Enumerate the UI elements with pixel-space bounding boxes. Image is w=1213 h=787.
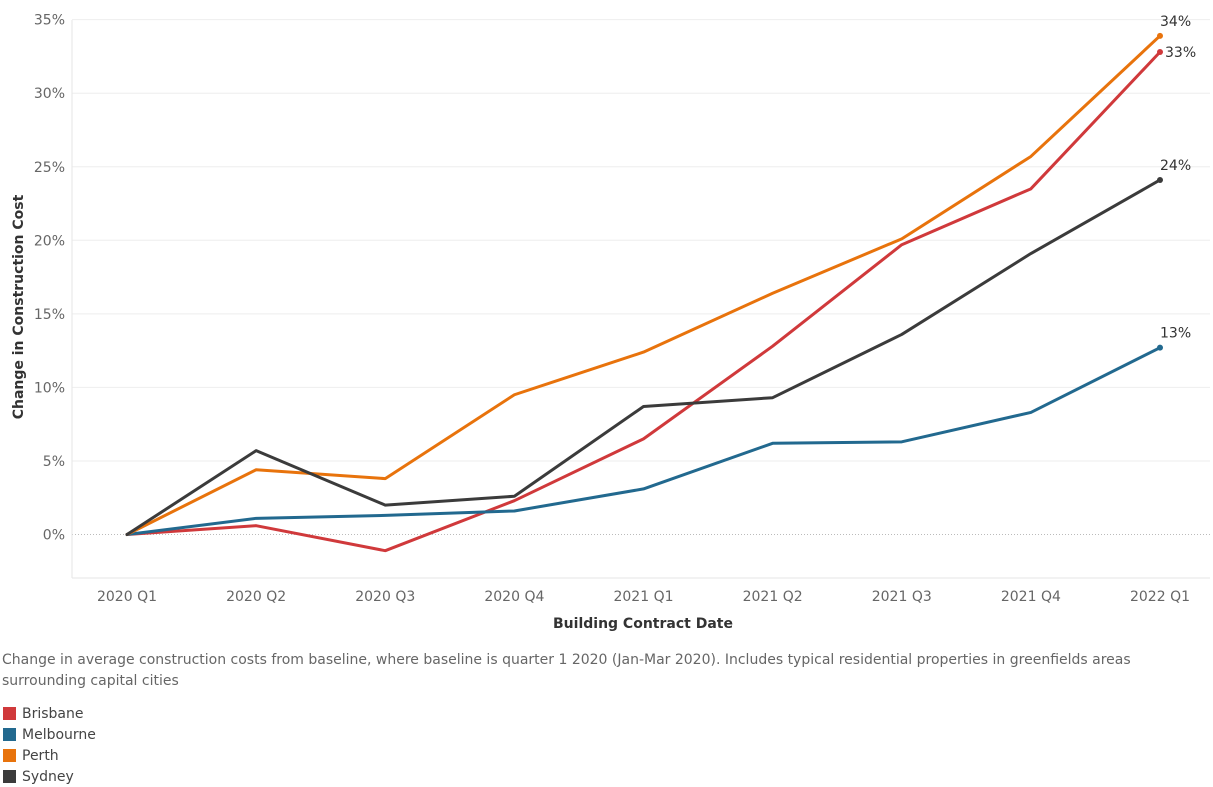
end-point-perth (1157, 32, 1163, 39)
legend-item-melbourne: Melbourne (3, 724, 96, 745)
x-tick-label: 2022 Q1 (1130, 589, 1190, 605)
legend-item-brisbane: Brisbane (3, 703, 96, 724)
end-point-melbourne (1157, 344, 1163, 351)
series-line-melbourne (125, 346, 1162, 536)
legend-swatch (3, 749, 16, 762)
x-tick-label: 2020 Q3 (355, 589, 415, 605)
chart-caption: Change in average construction costs fro… (2, 652, 1131, 689)
grid-lines (72, 19, 1210, 535)
y-axis-title: Change in Construction Cost (11, 194, 27, 419)
end-labels: 33% 13% 34% 24% (1160, 14, 1196, 342)
y-tick-label: 30% (34, 86, 65, 102)
end-label-melbourne: 13% (1160, 326, 1191, 342)
x-tick-label: 2020 Q1 (97, 589, 157, 605)
legend-label: Perth (22, 747, 59, 764)
y-tick-label: 20% (34, 233, 65, 249)
end-label-brisbane: 33% (1165, 45, 1196, 61)
y-tick-label: 15% (34, 307, 65, 323)
x-tick-label: 2020 Q4 (484, 589, 544, 605)
legend: Brisbane Melbourne Perth Sydney (3, 703, 96, 787)
x-axis-ticks: 2020 Q1 2020 Q2 2020 Q3 2020 Q4 2021 Q1 2021 … (97, 589, 1190, 605)
x-tick-label: 2020 Q2 (226, 589, 286, 605)
x-tick-label: 2021 Q2 (743, 589, 803, 605)
x-tick-label: 2021 Q1 (613, 589, 673, 605)
x-axis-title: Building Contract Date (553, 616, 733, 632)
y-tick-label: 0% (43, 528, 65, 544)
y-tick-label: 5% (43, 454, 65, 470)
y-tick-label: 35% (34, 13, 65, 29)
end-label-sydney: 24% (1160, 158, 1191, 174)
legend-label: Melbourne (22, 726, 96, 743)
legend-swatch (3, 728, 16, 741)
y-tick-label: 10% (34, 380, 65, 396)
y-axis-ticks: 0% 5% 10% 15% 20% 25% 30% 35% (34, 13, 65, 544)
series-line-perth (125, 34, 1162, 536)
legend-item-perth: Perth (3, 745, 96, 766)
series-lines (125, 32, 1163, 553)
end-label-perth: 34% (1160, 14, 1191, 30)
legend-item-sydney: Sydney (3, 766, 96, 787)
y-tick-label: 25% (34, 160, 65, 176)
x-tick-label: 2021 Q3 (872, 589, 932, 605)
series-line-sydney (125, 178, 1162, 536)
legend-label: Sydney (22, 768, 74, 785)
end-point-brisbane (1157, 49, 1163, 56)
legend-swatch (3, 707, 16, 720)
end-point-sydney (1157, 176, 1163, 183)
x-tick-label: 2021 Q4 (1001, 589, 1061, 605)
line-chart: 0%5%10%15%20%25%30%35% 2020 Q1 2020 Q2 202… (11, 13, 1210, 632)
legend-swatch (3, 770, 16, 783)
legend-label: Brisbane (22, 705, 84, 722)
series-line-brisbane (125, 50, 1162, 553)
axes (71, 20, 1210, 579)
